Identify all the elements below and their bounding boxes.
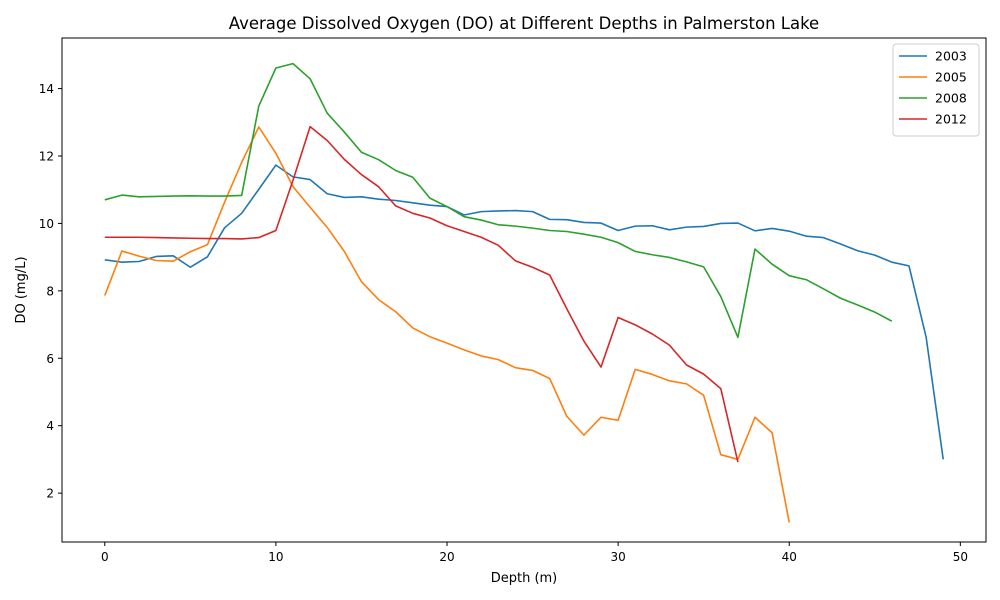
- y-tick-label: 12: [39, 149, 54, 163]
- y-tick-label: 6: [46, 352, 54, 366]
- legend: 2003 2005 2008 2012: [892, 43, 980, 137]
- series-line-2012: [104, 125, 739, 463]
- legend-label-2005: 2005: [935, 70, 967, 85]
- y-tick-label: 4: [46, 419, 54, 433]
- x-axis-label: Depth (m): [491, 571, 558, 586]
- series-line-2008: [104, 62, 893, 339]
- y-tick-label: 2: [46, 487, 54, 501]
- y-axis-label: DO (mg/L): [14, 256, 29, 323]
- legend-label-2008: 2008: [935, 91, 967, 106]
- y-tick-label: 8: [46, 284, 54, 298]
- x-tick-label: 50: [953, 550, 968, 564]
- chart-title: Average Dissolved Oxygen (DO) at Differe…: [229, 14, 819, 33]
- x-tick-label: 20: [439, 550, 454, 564]
- x-tick-label: 40: [782, 550, 797, 564]
- series-line-2005: [104, 126, 791, 523]
- legend-box: [892, 43, 980, 137]
- x-tick-label: 10: [268, 550, 283, 564]
- legend-label-2012: 2012: [935, 112, 967, 127]
- y-tick-label: 10: [39, 217, 54, 231]
- legend-label-2003: 2003: [935, 49, 967, 64]
- y-tick-label: 14: [39, 82, 54, 96]
- x-tick-label: 0: [101, 550, 109, 564]
- x-tick-label: 30: [610, 550, 625, 564]
- plot-frame: [61, 37, 987, 543]
- series-line-2003: [104, 164, 945, 460]
